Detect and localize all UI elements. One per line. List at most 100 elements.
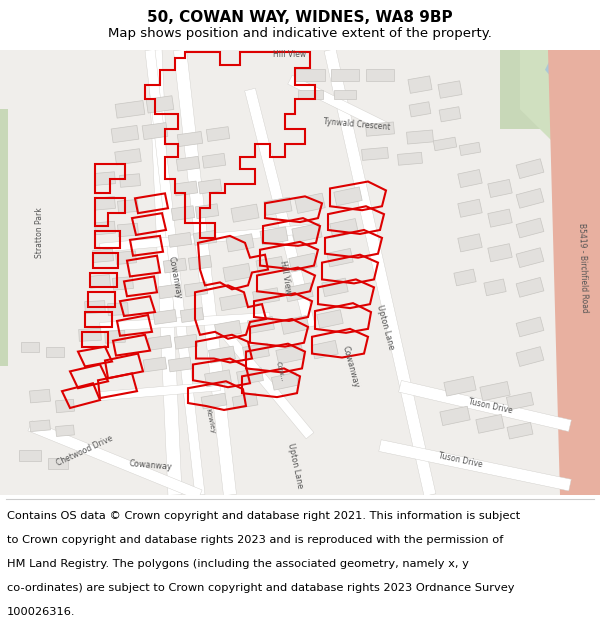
Polygon shape	[506, 392, 533, 410]
Polygon shape	[143, 357, 167, 372]
Polygon shape	[438, 81, 462, 98]
Polygon shape	[100, 382, 220, 401]
Text: 100026316.: 100026316.	[7, 607, 76, 617]
Polygon shape	[174, 334, 198, 349]
Polygon shape	[312, 341, 338, 359]
Polygon shape	[242, 343, 269, 360]
Text: Tuson Drive: Tuson Drive	[437, 451, 483, 469]
Polygon shape	[324, 49, 436, 496]
Polygon shape	[458, 234, 482, 252]
Polygon shape	[177, 131, 203, 146]
Text: Upton Lane: Upton Lane	[286, 442, 304, 489]
Polygon shape	[407, 130, 433, 144]
Polygon shape	[516, 218, 544, 238]
Polygon shape	[95, 172, 115, 186]
Polygon shape	[29, 420, 50, 432]
Polygon shape	[216, 324, 314, 439]
Polygon shape	[439, 107, 461, 122]
Polygon shape	[271, 372, 299, 390]
Polygon shape	[176, 156, 200, 171]
Polygon shape	[289, 253, 317, 272]
Polygon shape	[92, 249, 113, 262]
Polygon shape	[153, 309, 177, 324]
Polygon shape	[548, 50, 600, 495]
Polygon shape	[232, 393, 258, 409]
Text: Cowanway: Cowanway	[128, 459, 172, 472]
Polygon shape	[444, 376, 476, 396]
Polygon shape	[198, 179, 222, 194]
Text: Map shows position and indicative extent of the property.: Map shows position and indicative extent…	[108, 27, 492, 40]
Polygon shape	[29, 389, 50, 403]
Polygon shape	[276, 345, 304, 364]
Polygon shape	[480, 381, 510, 401]
Text: Kewley: Kewley	[205, 408, 215, 434]
Polygon shape	[104, 331, 125, 343]
Polygon shape	[507, 422, 533, 439]
Polygon shape	[118, 223, 139, 237]
Polygon shape	[89, 274, 110, 288]
Text: Cow...: Cow...	[274, 361, 286, 382]
Polygon shape	[202, 153, 226, 168]
Polygon shape	[100, 312, 270, 331]
Polygon shape	[253, 288, 280, 305]
Polygon shape	[516, 159, 544, 179]
Polygon shape	[516, 248, 544, 268]
Polygon shape	[322, 278, 348, 297]
Polygon shape	[440, 406, 470, 426]
Polygon shape	[488, 209, 512, 227]
Text: Contains OS data © Crown copyright and database right 2021. This information is : Contains OS data © Crown copyright and d…	[7, 511, 520, 521]
Polygon shape	[173, 49, 236, 496]
Text: Upton Lane: Upton Lane	[374, 304, 395, 351]
Polygon shape	[201, 393, 227, 409]
Polygon shape	[48, 458, 68, 469]
Polygon shape	[264, 198, 292, 215]
Polygon shape	[113, 277, 133, 290]
Polygon shape	[95, 221, 115, 235]
Polygon shape	[188, 255, 212, 270]
Polygon shape	[115, 101, 145, 118]
Text: to Crown copyright and database rights 2023 and is reproduced with the permissio: to Crown copyright and database rights 2…	[7, 534, 503, 544]
Polygon shape	[209, 346, 235, 363]
Text: HM Land Registry. The polygons (including the associated geometry, namely x, y: HM Land Registry. The polygons (includin…	[7, 559, 469, 569]
Polygon shape	[226, 234, 254, 252]
Polygon shape	[205, 370, 232, 387]
Polygon shape	[193, 231, 217, 245]
Polygon shape	[223, 264, 251, 281]
Polygon shape	[95, 196, 115, 210]
Polygon shape	[28, 421, 202, 500]
Text: Cowanway: Cowanway	[167, 255, 183, 299]
Polygon shape	[516, 189, 544, 208]
Polygon shape	[107, 302, 128, 316]
Polygon shape	[215, 321, 241, 338]
Polygon shape	[379, 440, 571, 491]
Polygon shape	[516, 317, 544, 337]
Polygon shape	[171, 206, 195, 221]
Polygon shape	[362, 148, 388, 161]
Polygon shape	[331, 69, 359, 81]
Polygon shape	[334, 89, 356, 99]
Text: Stratton Park: Stratton Park	[35, 208, 44, 258]
Polygon shape	[488, 179, 512, 198]
Polygon shape	[516, 278, 544, 298]
Polygon shape	[21, 342, 39, 352]
Text: co-ordinates) are subject to Crown copyright and database rights 2023 Ordnance S: co-ordinates) are subject to Crown copyr…	[7, 582, 515, 592]
Polygon shape	[248, 316, 274, 333]
Polygon shape	[115, 149, 141, 165]
Polygon shape	[398, 381, 571, 431]
Polygon shape	[454, 269, 476, 286]
Polygon shape	[516, 347, 544, 366]
Polygon shape	[500, 50, 580, 129]
Polygon shape	[184, 282, 208, 297]
Polygon shape	[46, 347, 64, 356]
Polygon shape	[484, 279, 506, 296]
Text: Chetwood Drive: Chetwood Drive	[55, 434, 115, 468]
Polygon shape	[398, 152, 422, 165]
Polygon shape	[330, 219, 358, 238]
Polygon shape	[85, 301, 106, 314]
Polygon shape	[476, 414, 504, 433]
Polygon shape	[56, 425, 74, 436]
Polygon shape	[158, 284, 182, 299]
Text: Cowanway: Cowanway	[340, 344, 360, 389]
Polygon shape	[118, 199, 139, 213]
Text: Tynwald Crescent: Tynwald Crescent	[323, 117, 391, 132]
